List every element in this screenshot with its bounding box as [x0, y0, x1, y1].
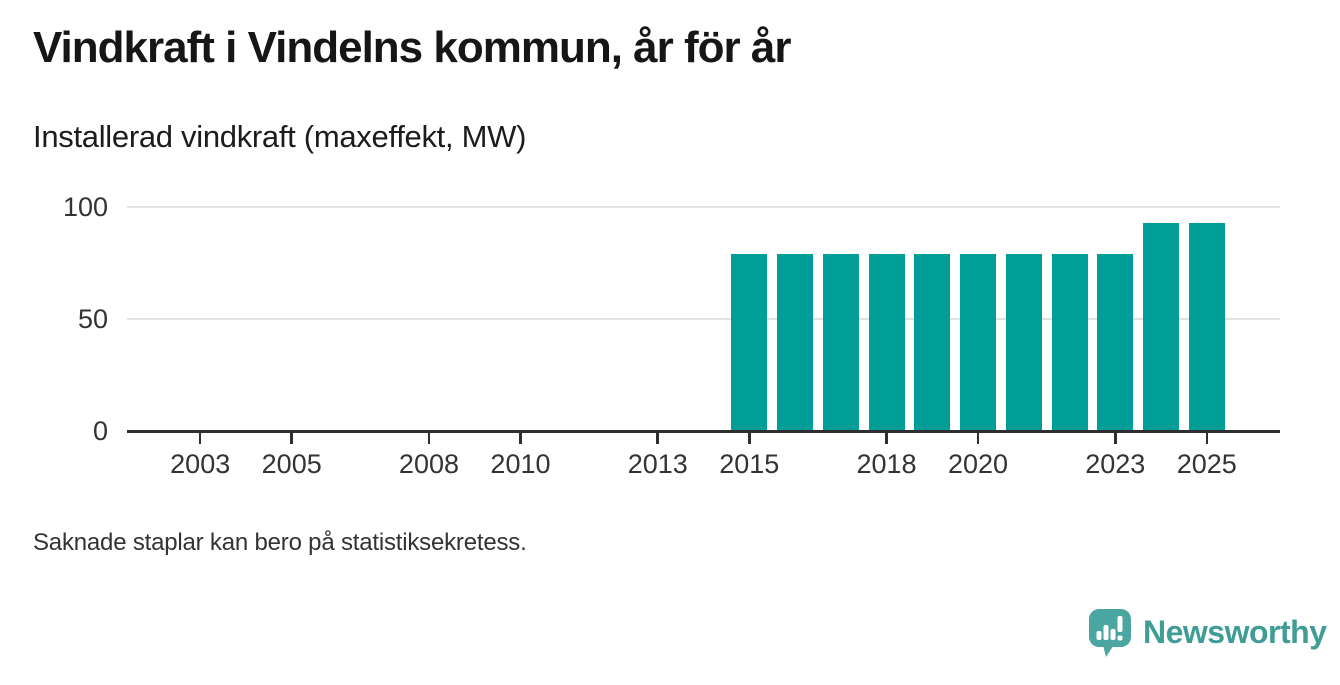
x-axis-tick-label: 2015: [719, 449, 780, 479]
x-tick-2025: [1205, 432, 1209, 444]
y-axis-tick-label: 100: [62, 192, 108, 222]
bar-2018: [868, 254, 905, 431]
x-tick-2023: [1114, 432, 1117, 444]
x-tick-2003: [198, 432, 202, 444]
bar-2021: [1005, 254, 1042, 431]
y-axis-tick-label: 50: [77, 304, 108, 334]
x-axis-tick-label: 2003: [170, 449, 231, 479]
x-axis-tick-label: 2013: [627, 449, 688, 479]
x-axis-tick-label: 2018: [856, 449, 917, 479]
chart-footnote: Saknade staplar kan bero på statistiksek…: [33, 529, 527, 556]
speech-bubble-bar-chart-icon: [1085, 606, 1134, 658]
x-tick-2015: [748, 432, 751, 444]
bar-2023: [1097, 254, 1134, 431]
x-axis-tick-label: 2010: [490, 449, 551, 479]
newsworthy-wordmark: Newsworthy: [1143, 613, 1327, 650]
y-axis-tick-label: 0: [92, 416, 108, 446]
x-axis-tick-label: 2025: [1176, 449, 1237, 479]
chart-title: Vindkraft i Vindelns kommun, år för år: [33, 23, 791, 72]
x-tick-2020: [976, 432, 980, 444]
gridline-y-50: [127, 318, 1280, 320]
chart-subtitle: Installerad vindkraft (maxeffekt, MW): [33, 119, 527, 154]
bar-2022: [1051, 254, 1088, 431]
gridline-y-100: [127, 206, 1280, 208]
bar-2020: [960, 254, 997, 431]
bar-2015: [731, 254, 768, 431]
x-tick-2005: [290, 432, 293, 444]
x-tick-2010: [519, 432, 522, 444]
bar-2019: [914, 254, 951, 431]
x-tick-2008: [427, 432, 431, 444]
x-tick-2013: [656, 432, 659, 444]
bar-2017: [822, 254, 859, 431]
bar-2016: [777, 254, 813, 431]
x-axis-tick-label: 2023: [1085, 449, 1146, 479]
newsworthy-logo: Newsworthy: [1085, 606, 1327, 658]
bar-2025: [1188, 222, 1225, 431]
bar-2024: [1143, 222, 1180, 431]
x-tick-2018: [885, 432, 888, 444]
x-axis-tick-label: 2020: [947, 449, 1009, 479]
x-axis-line: [127, 429, 1280, 433]
x-axis-tick-label: 2005: [261, 449, 322, 479]
x-axis-tick-label: 2008: [398, 449, 459, 479]
